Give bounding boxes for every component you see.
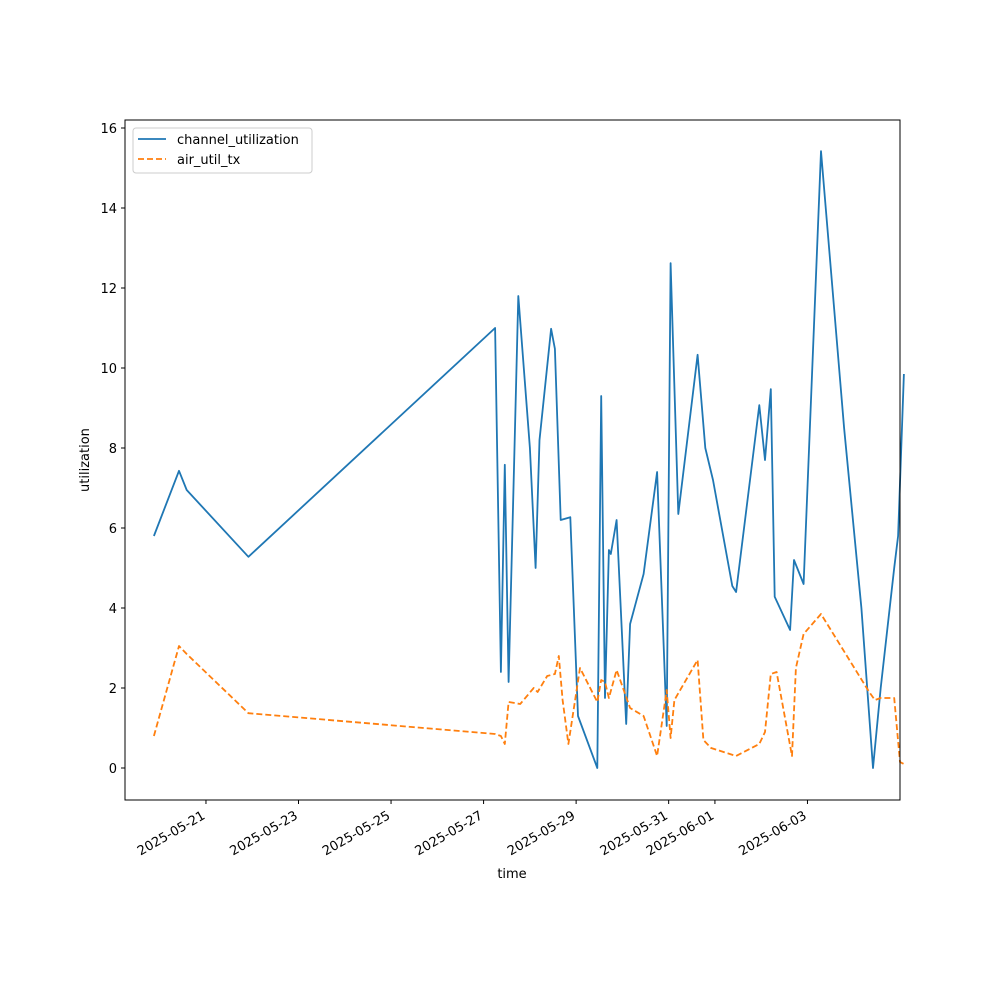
legend-box [132, 127, 313, 174]
y-tick-label: 2 [109, 682, 117, 697]
y-tick-label: 12 [100, 282, 117, 297]
y-tick-label: 0 [109, 762, 117, 777]
y-axis-label: utilization [78, 428, 93, 492]
series-line-air-util-tx [153, 613, 905, 765]
y-tick-label: 14 [100, 202, 117, 217]
y-tick-label: 16 [100, 122, 117, 137]
y-tick-label: 8 [109, 442, 117, 457]
y-tick-label: 4 [109, 602, 117, 617]
series-line-channel-utilization [153, 150, 905, 769]
legend-label-air-util-tx: air_util_tx [177, 153, 241, 168]
x-axis-label: time [497, 867, 526, 882]
y-tick-label: 6 [109, 522, 117, 537]
plot-frame [124, 119, 901, 801]
legend: channel_utilization air_util_tx [132, 127, 313, 174]
legend-label-channel-utilization: channel_utilization [177, 133, 299, 148]
y-axis: 0 2 4 6 8 10 12 14 16 [100, 122, 125, 777]
series-layer [153, 150, 905, 769]
y-tick-label: 10 [100, 362, 117, 377]
